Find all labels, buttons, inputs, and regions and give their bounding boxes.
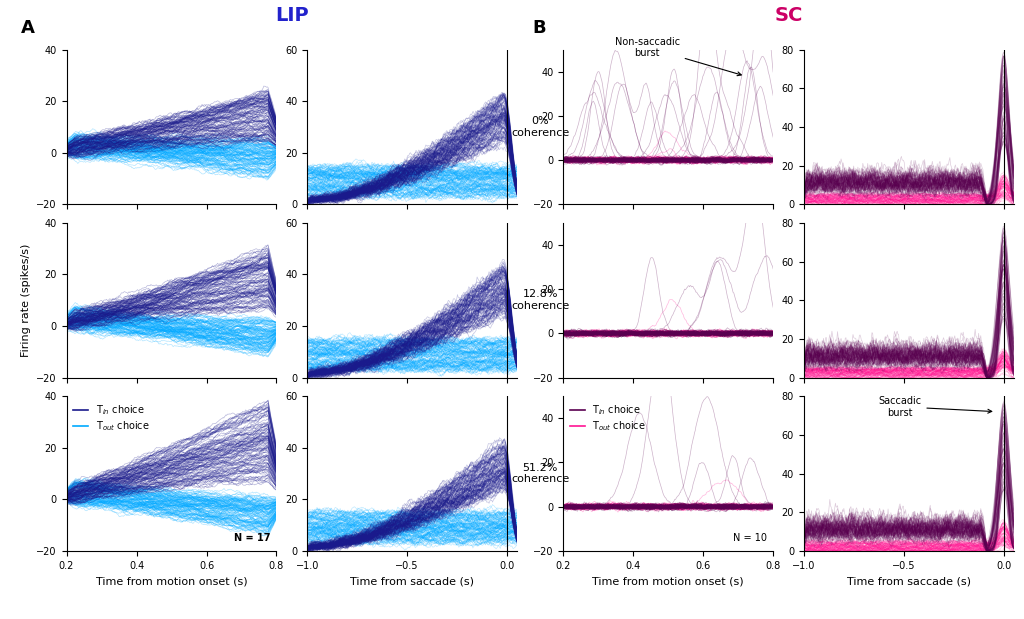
Text: Saccadic
burst: Saccadic burst — [879, 396, 992, 417]
Text: 51.2%
coherence: 51.2% coherence — [511, 463, 569, 484]
Text: N = 17: N = 17 — [233, 533, 270, 543]
X-axis label: Time from motion onset (s): Time from motion onset (s) — [592, 576, 744, 586]
Text: A: A — [20, 19, 35, 37]
Text: 0%
coherence: 0% coherence — [511, 116, 569, 137]
Text: LIP: LIP — [275, 6, 308, 25]
Y-axis label: Firing rate (spikes/s): Firing rate (spikes/s) — [20, 243, 31, 357]
Legend: T$_{in}$ choice, T$_{out}$ choice: T$_{in}$ choice, T$_{out}$ choice — [72, 401, 152, 435]
Text: N = 10: N = 10 — [733, 533, 767, 543]
X-axis label: Time from saccade (s): Time from saccade (s) — [847, 576, 971, 586]
Text: SC: SC — [774, 6, 803, 25]
Legend: T$_{in}$ choice, T$_{out}$ choice: T$_{in}$ choice, T$_{out}$ choice — [568, 401, 648, 435]
X-axis label: Time from saccade (s): Time from saccade (s) — [350, 576, 474, 586]
Text: 12.8%
coherence: 12.8% coherence — [511, 290, 569, 311]
X-axis label: Time from motion onset (s): Time from motion onset (s) — [95, 576, 248, 586]
Text: Non-saccadic
burst: Non-saccadic burst — [614, 37, 741, 76]
Text: B: B — [532, 19, 546, 37]
